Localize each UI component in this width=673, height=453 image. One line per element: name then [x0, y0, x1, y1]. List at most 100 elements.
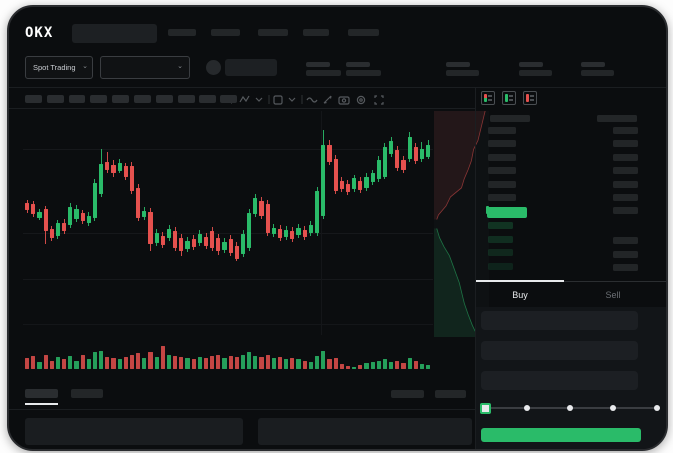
orders-tab-active[interactable] [25, 389, 58, 398]
chevron-down-icon[interactable] [288, 97, 296, 102]
orders-filter[interactable] [391, 390, 424, 398]
ticker-stat [346, 62, 381, 76]
orders-tab[interactable] [71, 389, 103, 398]
line-chart-icon[interactable] [239, 95, 250, 103]
bid-row[interactable] [488, 262, 513, 270]
depth-amount-row[interactable] [613, 180, 638, 188]
order-price-input[interactable] [481, 311, 638, 330]
depth-amount-row[interactable] [613, 194, 638, 201]
candle-body [265, 204, 270, 233]
slider-stop[interactable] [654, 405, 660, 411]
candle-body [240, 233, 246, 254]
timeframe-button[interactable] [69, 95, 85, 103]
chevron-down-icon: ⌄ [82, 63, 88, 70]
volume-bar [123, 357, 128, 369]
slider-stop[interactable] [524, 405, 530, 411]
gridline [23, 279, 433, 280]
volume-bar [80, 354, 85, 369]
book-asks-icon[interactable] [523, 91, 537, 105]
bid-row[interactable] [488, 235, 513, 243]
bid-row[interactable] [488, 249, 513, 257]
nav-item[interactable] [348, 29, 379, 36]
timeframe-button[interactable] [47, 95, 64, 103]
volume-bar [173, 355, 178, 369]
timeframe-button[interactable] [199, 95, 216, 103]
search-box[interactable] [72, 24, 157, 43]
depth-amount-row[interactable] [613, 140, 638, 148]
ask-row[interactable] [488, 140, 516, 148]
depth-chart[interactable] [434, 111, 489, 337]
candle-body [43, 209, 48, 231]
slider-stop[interactable] [567, 405, 573, 411]
orderbook-header-right [597, 115, 637, 122]
chart-area[interactable] [23, 111, 489, 379]
order-total-input[interactable] [481, 371, 638, 390]
indicator-gear-icon[interactable] [356, 95, 366, 105]
timeframe-button[interactable] [112, 95, 129, 103]
order-book[interactable] [475, 109, 666, 281]
ask-row[interactable] [488, 153, 516, 161]
volume-bar [210, 355, 215, 369]
nav-item[interactable] [258, 29, 288, 36]
volume-bar [203, 358, 209, 369]
order-amount-input[interactable] [481, 341, 638, 360]
depth-amount-row[interactable] [613, 127, 638, 134]
volume-bar [111, 358, 116, 369]
volume-bar [117, 359, 122, 369]
volume-bar [49, 360, 54, 369]
book-both-icon[interactable] [481, 91, 495, 105]
volume-bar [216, 354, 221, 369]
candle-body [105, 161, 110, 170]
depth-amount-row[interactable] [613, 207, 638, 215]
volume-bar [191, 359, 196, 369]
ask-row[interactable] [488, 194, 516, 201]
timeframe-button[interactable] [220, 95, 237, 103]
candlestick-pane[interactable] [23, 111, 433, 341]
tab-sell[interactable]: Sell [605, 290, 621, 300]
orders-filter[interactable] [435, 390, 466, 398]
nav-item[interactable] [211, 29, 240, 36]
ask-row[interactable] [488, 180, 516, 188]
draw-tool-icon[interactable] [323, 95, 332, 104]
timeframe-button[interactable] [156, 95, 173, 103]
market-type-dropdown[interactable]: Spot Trading ⌄ [25, 56, 93, 79]
timeframe-button[interactable] [134, 95, 151, 103]
candle-body [173, 231, 178, 248]
snapshot-camera-icon[interactable] [338, 96, 350, 105]
candle-interval-icon[interactable] [273, 95, 283, 105]
depth-amount-row[interactable] [613, 167, 638, 175]
nav-item[interactable] [303, 29, 329, 36]
chevron-down-icon[interactable] [255, 97, 263, 102]
ask-row[interactable] [488, 127, 516, 134]
book-bids-icon[interactable] [502, 91, 516, 105]
volume-bar [179, 357, 184, 369]
timeframe-button[interactable] [25, 95, 42, 103]
depth-amount-row[interactable] [613, 250, 638, 258]
fullscreen-icon[interactable] [374, 95, 384, 105]
candle-body [210, 231, 215, 248]
depth-amount-row[interactable] [613, 153, 638, 161]
last-price-bar [487, 207, 527, 218]
candle-body [352, 178, 357, 190]
timeframe-button[interactable] [178, 95, 195, 103]
bid-row[interactable] [488, 222, 513, 229]
depth-amount-row[interactable] [613, 237, 638, 244]
nav-item[interactable] [168, 29, 196, 36]
ask-row[interactable] [488, 167, 516, 175]
pair-selector-dropdown[interactable]: ⌄ [100, 56, 190, 79]
depth-amount-row[interactable] [613, 264, 638, 272]
candle-body [284, 229, 289, 237]
candle-body [111, 164, 116, 174]
coin-avatar [206, 60, 221, 75]
timeframe-button[interactable] [90, 95, 107, 103]
tab-buy[interactable]: Buy [512, 290, 528, 300]
trendline-icon[interactable] [306, 97, 318, 103]
volume-bar [154, 357, 159, 369]
slider-stop[interactable] [610, 405, 616, 411]
amount-slider-handle[interactable] [480, 403, 491, 414]
candle-body [117, 162, 122, 172]
pair-title-placeholder [225, 59, 277, 76]
candle-body [339, 181, 344, 190]
buy-submit-button[interactable] [481, 428, 641, 442]
candle-body [234, 245, 239, 259]
